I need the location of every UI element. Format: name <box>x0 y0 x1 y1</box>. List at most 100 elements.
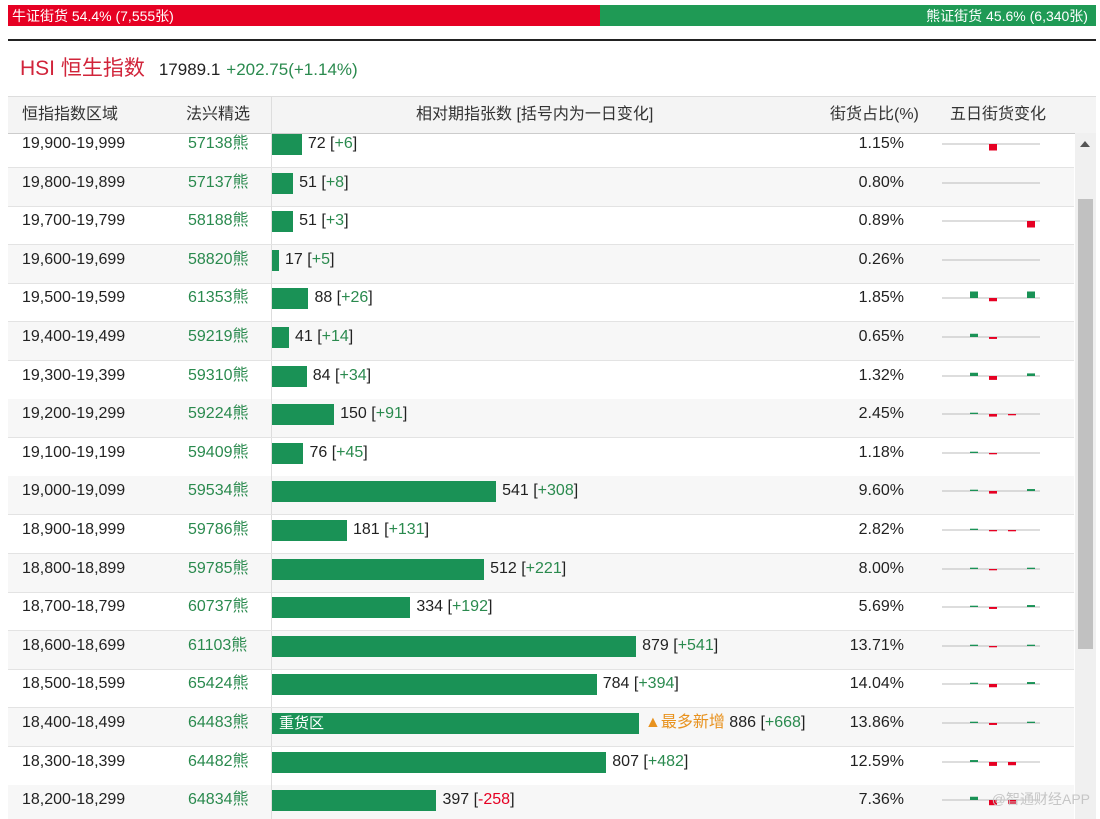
table-row[interactable]: 19,000-19,099 59534熊 541 [+308] 9.60% <box>8 476 1074 516</box>
table-row[interactable]: 18,900-18,999 59786熊 181 [+131] 2.82% <box>8 515 1074 554</box>
row-warrant-code[interactable]: 60737熊 <box>188 598 249 616</box>
row-count-text: 784 [+394] <box>602 675 679 693</box>
table-row[interactable]: 19,300-19,399 59310熊 84 [+34] 1.32% <box>8 360 1074 400</box>
sparkline-bar <box>1027 644 1035 646</box>
scroll-up-arrow-icon[interactable] <box>1080 141 1090 147</box>
row-count-bar <box>272 134 302 155</box>
row-warrant-code[interactable]: 57137熊 <box>188 173 249 191</box>
table-row[interactable]: 18,600-18,699 61103熊 879 [+541] 13.71% <box>8 630 1074 670</box>
row-warrant-code[interactable]: 57138熊 <box>188 135 249 152</box>
vertical-scrollbar[interactable] <box>1075 133 1096 819</box>
row-warrant-code[interactable]: 59409熊 <box>188 443 249 461</box>
row-warrant-code[interactable]: 59785熊 <box>188 559 249 577</box>
row-count-bar <box>272 404 335 426</box>
row-count-bar <box>272 674 597 696</box>
row-warrant-code[interactable]: 61103熊 <box>188 636 248 654</box>
row-warrant-code[interactable]: 59534熊 <box>188 482 249 500</box>
row-share-pct: 2.45% <box>858 405 904 423</box>
sparkline-bar <box>989 375 997 380</box>
row-count-text: 51 [+3] <box>299 212 349 230</box>
row-share-pct: 0.65% <box>858 328 904 345</box>
row-share-pct: 0.89% <box>858 212 904 230</box>
row-count: 72 <box>307 135 326 152</box>
top-divider <box>8 39 1096 41</box>
sparkline-bar <box>989 684 997 688</box>
five-day-sparkline <box>942 451 1040 455</box>
row-count: 807 <box>612 752 639 770</box>
row-count-bar <box>272 211 294 233</box>
table-row[interactable]: 18,500-18,599 65424熊 784 [+394] 14.04% <box>8 669 1074 709</box>
row-warrant-code[interactable]: 64482熊 <box>188 752 249 770</box>
table-row[interactable]: 19,600-19,699 58820熊 17 [+5] 0.26% <box>8 244 1074 284</box>
row-warrant-code[interactable]: 58188熊 <box>188 212 249 230</box>
row-count-bar <box>272 520 347 541</box>
table-row[interactable]: 19,200-19,299 59224熊 150 [+91] 2.45% <box>8 399 1074 439</box>
table-row[interactable]: 19,900-19,999 57138熊 72 [+6] 1.15% <box>8 133 1074 168</box>
five-day-sparkline <box>942 182 1040 184</box>
row-daily-change: +308 <box>537 482 574 500</box>
row-index-range: 18,300-18,399 <box>22 752 126 770</box>
row-count-bar <box>272 172 294 194</box>
row-index-range: 18,900-18,999 <box>22 521 126 538</box>
five-day-sparkline <box>942 259 1040 261</box>
five-day-sparkline <box>942 489 1040 494</box>
row-daily-change: +394 <box>638 675 675 693</box>
sparkline-bar <box>989 298 997 302</box>
row-daily-change: +45 <box>336 443 364 461</box>
five-day-sparkline <box>942 796 1040 806</box>
row-count-text: 84 [+34] <box>312 366 372 384</box>
sparkline-bar <box>1008 761 1016 765</box>
row-index-range: 18,600-18,699 <box>22 636 126 654</box>
row-count-text: 41 [+14] <box>294 328 354 345</box>
row-warrant-code[interactable]: 59310熊 <box>188 366 249 384</box>
five-day-sparkline <box>942 143 1040 151</box>
row-count-bar <box>272 365 307 387</box>
row-count: 512 <box>490 559 517 577</box>
row-count-bar <box>272 635 637 657</box>
five-day-sparkline <box>942 412 1040 417</box>
sparkline-bar <box>970 372 978 376</box>
row-daily-change: +8 <box>325 173 345 191</box>
row-warrant-code[interactable]: 58820熊 <box>188 250 249 268</box>
table-row[interactable]: 18,400-18,499 64483熊 重货区 ▲最多新增 886 [+668] 13… <box>8 708 1074 747</box>
watermark: @智通财经APP <box>991 791 1090 807</box>
table-row[interactable]: 19,400-19,499 59219熊 41 [+14] 0.65% <box>8 322 1074 361</box>
sparkline-bar <box>989 491 997 494</box>
sparkline-bar <box>989 568 997 570</box>
row-count-text: 51 [+8] <box>299 173 349 191</box>
row-share-pct: 1.18% <box>858 443 904 461</box>
row-count: 541 <box>502 482 529 500</box>
sparkline-bar <box>970 490 978 492</box>
table-row[interactable]: 19,700-19,799 58188熊 51 [+3] 0.89% <box>8 206 1074 246</box>
row-share-pct: 2.82% <box>858 521 904 538</box>
row-index-range: 18,200-18,299 <box>22 791 126 809</box>
table-row[interactable]: 19,100-19,199 59409熊 76 [+45] 1.18% <box>8 437 1074 477</box>
sparkline-bar <box>989 452 997 455</box>
row-count: 51 <box>299 212 317 230</box>
table-row[interactable]: 18,700-18,799 60737熊 334 [+192] 5.69% <box>8 592 1074 632</box>
sparkline-bar <box>1008 800 1016 805</box>
row-warrant-code[interactable]: 59219熊 <box>188 328 249 345</box>
table-row[interactable]: 19,800-19,899 57137熊 51 [+8] 0.80% <box>8 167 1074 207</box>
table-row[interactable]: 18,800-18,899 59785熊 512 [+221] 8.00% <box>8 553 1074 593</box>
bull-bear-ratio-bar: 牛证街货 54.4% (7,555张) 熊证街货 45.6% (6,340张) <box>8 5 1096 26</box>
table-header: 恒指指数区域 法兴精选 相对期指张数 [括号内为一日变化] 街货占比(%) 五日… <box>8 96 1096 134</box>
row-share-pct: 5.69% <box>858 598 904 616</box>
row-count-text: 334 [+192] <box>416 598 493 616</box>
row-warrant-code[interactable]: 64483熊 <box>188 714 249 731</box>
row-warrant-code[interactable]: 59224熊 <box>188 405 249 423</box>
row-warrant-code[interactable]: 65424熊 <box>188 675 249 693</box>
row-warrant-code[interactable]: 59786熊 <box>188 521 249 538</box>
row-index-range: 19,100-19,199 <box>22 443 126 461</box>
sparkline-bar <box>989 645 997 648</box>
row-warrant-code[interactable]: 64834熊 <box>188 791 249 809</box>
row-index-range: 19,700-19,799 <box>22 212 126 230</box>
row-warrant-code[interactable]: 61353熊 <box>188 289 249 307</box>
sparkline-bar <box>970 528 978 530</box>
table-row[interactable]: 18,300-18,399 64482熊 807 [+482] 12.59% <box>8 746 1074 786</box>
table-row[interactable]: 19,500-19,599 61353熊 88 [+26] 1.85% <box>8 283 1074 323</box>
scroll-thumb[interactable] <box>1078 199 1093 649</box>
row-daily-change: +3 <box>325 212 345 230</box>
row-count-text: 807 [+482] <box>612 752 689 770</box>
table-row[interactable]: 18,200-18,299 64834熊 397 [-258] 7.36% <box>8 785 1074 819</box>
